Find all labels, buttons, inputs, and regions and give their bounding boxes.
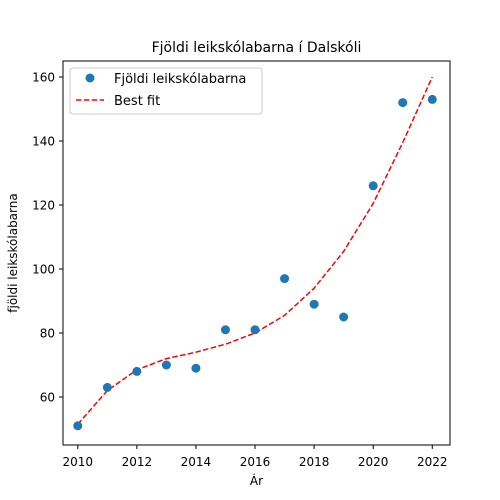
plot-frame [62, 60, 451, 446]
x-tick-label: 2016 [240, 455, 271, 469]
x-axis-label: Ár [250, 473, 263, 488]
data-point [161, 360, 171, 370]
plot-area [73, 76, 437, 431]
data-point [427, 94, 437, 104]
x-tick-label: 2022 [417, 455, 448, 469]
y-tick-label: 120 [32, 199, 55, 213]
data-point [220, 325, 230, 335]
data-point [398, 98, 408, 108]
data-point [132, 366, 142, 376]
x-tick-label: 2014 [181, 455, 212, 469]
axes: 2010 2012 2014 2016 2018 2020 2022 60 80 100 120 14… [32, 60, 451, 469]
legend-box [69, 67, 263, 115]
data-point [102, 382, 112, 392]
data-point [339, 312, 349, 322]
y-tick-label: 140 [32, 135, 55, 149]
x-tick-label: 2010 [62, 455, 93, 469]
y-tick-label: 160 [32, 71, 55, 85]
legend-scatter-marker [85, 73, 95, 83]
chart-title: Fjöldi leikskólabarna í Dalskóli [152, 40, 362, 56]
data-point [191, 363, 201, 373]
x-tick-label: 2012 [122, 455, 153, 469]
x-tick-label: 2020 [358, 455, 389, 469]
best-fit-line [77, 76, 433, 425]
x-tick-label: 2018 [299, 455, 330, 469]
y-tick-label: 80 [40, 327, 55, 341]
data-point [309, 299, 319, 309]
legend-label-scatter: Fjöldi leikskólabarna [114, 72, 246, 87]
y-tick-label: 100 [32, 263, 55, 277]
y-axis-label: fjöldi leikskólabarna [6, 193, 20, 312]
data-point [280, 274, 290, 284]
y-tick-label: 60 [40, 391, 55, 405]
data-point [250, 325, 260, 335]
legend: Fjöldi leikskólabarna Best fit [69, 67, 263, 115]
data-point [73, 421, 83, 431]
data-point [368, 181, 378, 191]
legend-label-line: Best fit [114, 94, 160, 109]
